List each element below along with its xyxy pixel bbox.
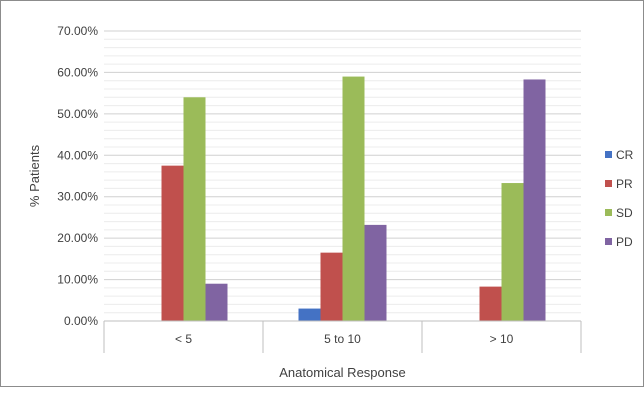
x-tick-label: < 5 xyxy=(175,332,192,346)
x-axis-title: Anatomical Response xyxy=(279,365,405,380)
bar-pd xyxy=(205,283,228,321)
legend-label: SD xyxy=(616,206,633,220)
y-tick-label: 40.00% xyxy=(57,148,98,162)
bar-pr xyxy=(479,286,502,321)
bar-pd xyxy=(364,224,387,321)
y-tick-label: 20.00% xyxy=(57,231,98,245)
y-tick-label: 0.00% xyxy=(64,314,98,328)
y-tick-label: 50.00% xyxy=(57,107,98,121)
y-tick-label: 60.00% xyxy=(57,65,98,79)
bar-pr xyxy=(161,165,184,321)
y-tick-label: 30.00% xyxy=(57,190,98,204)
legend-swatch-cr xyxy=(605,151,612,158)
x-tick-label: > 10 xyxy=(490,332,514,346)
bars xyxy=(161,76,546,322)
x-axis-category-labels: < 5 5 to 10 > 10 xyxy=(103,321,582,353)
legend-swatch-pr xyxy=(605,180,612,187)
bar-cr xyxy=(298,308,321,321)
x-tick-label: 5 to 10 xyxy=(324,332,361,346)
y-axis-ticks: 0.00% 10.00% 20.00% 30.00% 40.00% 50.00% 60.00… xyxy=(57,24,98,328)
legend-swatch-pd xyxy=(605,238,612,245)
bar-pr xyxy=(320,252,343,321)
legend-swatch-sd xyxy=(605,209,612,216)
legend-label: PR xyxy=(616,177,633,191)
y-axis-title: % Patients xyxy=(27,144,42,207)
bar-sd xyxy=(183,97,206,322)
legend-label: PD xyxy=(616,235,633,249)
y-tick-label: 10.00% xyxy=(57,273,98,287)
legend-label: CR xyxy=(616,148,634,162)
legend: CR PR SD PD xyxy=(605,148,634,249)
bar-pd xyxy=(523,79,546,321)
y-tick-label: 70.00% xyxy=(57,24,98,38)
bar-sd xyxy=(501,183,524,321)
bar-sd xyxy=(342,76,365,321)
